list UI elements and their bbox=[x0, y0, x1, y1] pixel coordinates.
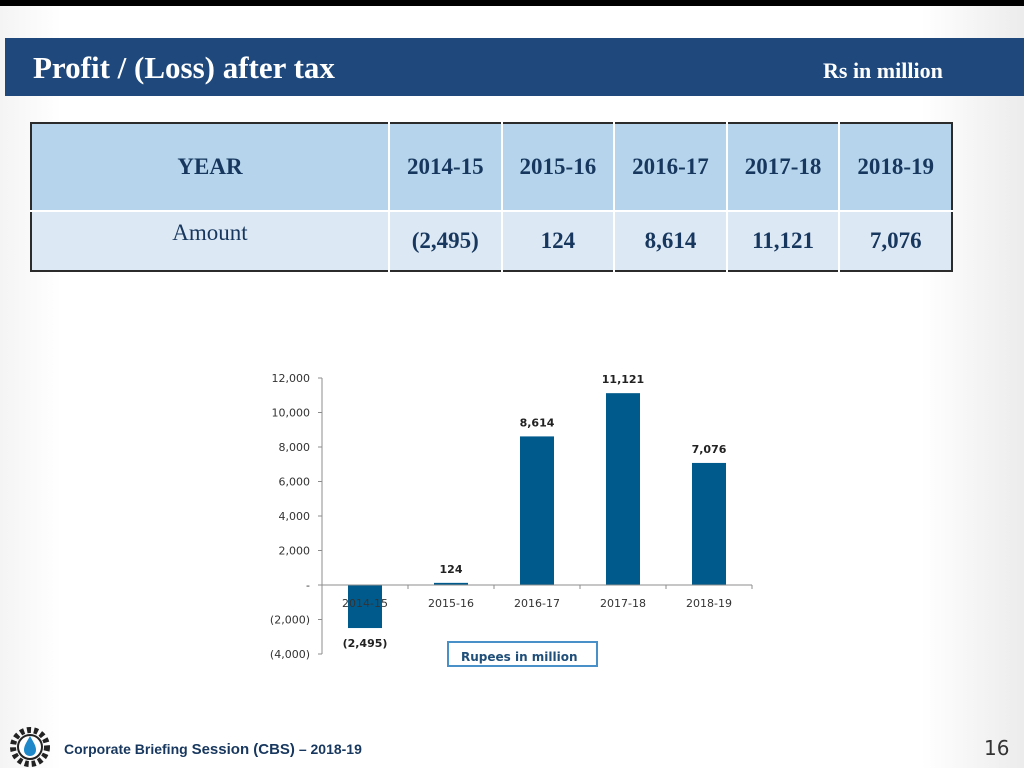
top-bar bbox=[0, 0, 1024, 6]
chart-legend: Rupees in million bbox=[447, 641, 598, 667]
amount-cell: (2,495) bbox=[389, 211, 503, 271]
amount-cell: 8,614 bbox=[614, 211, 728, 271]
profit-table: YEAR 2014-15 2015-16 2016-17 2017-18 201… bbox=[30, 122, 953, 272]
bar bbox=[434, 582, 468, 585]
title-band: Profit / (Loss) after tax Rs in million bbox=[5, 38, 1024, 96]
amount-cell: 11,121 bbox=[726, 211, 841, 271]
data-label: (2,495) bbox=[343, 637, 388, 650]
bar bbox=[606, 393, 640, 585]
x-tick-label: 2014-15 bbox=[342, 597, 388, 610]
year-cell: 2016-17 bbox=[614, 123, 728, 212]
bar bbox=[692, 462, 726, 585]
year-header: YEAR bbox=[31, 123, 390, 212]
table-header-row: YEAR 2014-15 2015-16 2016-17 2017-18 201… bbox=[31, 123, 952, 212]
amount-label: Amount bbox=[31, 211, 390, 271]
data-label: 8,614 bbox=[520, 416, 555, 429]
x-tick-label: 2016-17 bbox=[514, 597, 560, 610]
y-tick-label: (2,000) bbox=[270, 614, 310, 627]
footer-part: Corporate Briefing bbox=[64, 741, 192, 757]
y-tick-label: 2,000 bbox=[279, 545, 311, 558]
y-tick-label: (4,000) bbox=[270, 648, 310, 661]
unit-label: Rs in million bbox=[823, 58, 943, 83]
bar bbox=[520, 436, 554, 585]
table-row: Amount (2,495) 124 8,614 11,121 7,076 bbox=[31, 211, 952, 271]
page-number: 16 bbox=[984, 736, 1010, 760]
footer-part: – 2018-19 bbox=[294, 741, 362, 757]
year-cell: 2017-18 bbox=[726, 123, 841, 212]
year-cell: 2018-19 bbox=[839, 123, 952, 212]
y-tick-label: 6,000 bbox=[279, 476, 311, 489]
data-label: 11,121 bbox=[602, 373, 644, 386]
slide-title: Profit / (Loss) after tax bbox=[33, 50, 335, 85]
x-tick-label: 2017-18 bbox=[600, 597, 646, 610]
footer-text: Corporate Briefing Session (CBS) – 2018-… bbox=[64, 741, 362, 758]
amount-cell: 7,076 bbox=[839, 211, 952, 271]
x-tick-label: 2018-19 bbox=[686, 597, 732, 610]
y-tick-label: 8,000 bbox=[279, 441, 311, 454]
y-tick-label: 4,000 bbox=[279, 510, 311, 523]
year-cell: 2014-15 bbox=[389, 123, 503, 212]
data-label: 124 bbox=[440, 563, 463, 576]
y-tick-label: 12,000 bbox=[272, 372, 311, 385]
x-tick-label: 2015-16 bbox=[428, 597, 474, 610]
y-tick-label: 10,000 bbox=[272, 407, 311, 420]
data-label: 7,076 bbox=[692, 443, 727, 456]
year-cell: 2015-16 bbox=[501, 123, 616, 212]
bar bbox=[348, 585, 382, 629]
footer-part: Session (CBS) bbox=[191, 741, 295, 758]
company-logo-icon bbox=[10, 727, 50, 767]
y-tick-label: - bbox=[306, 579, 310, 592]
amount-cell: 124 bbox=[501, 211, 616, 271]
